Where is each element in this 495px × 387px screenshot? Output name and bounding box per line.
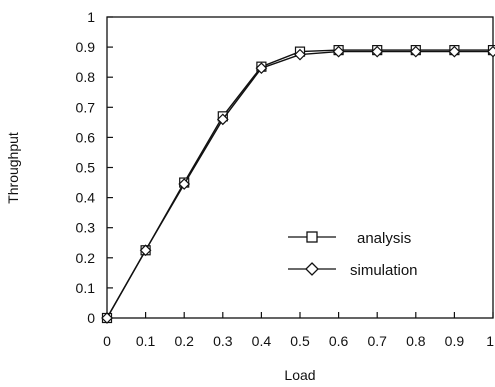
data-point-simulation: [294, 48, 306, 61]
y-tick-label: 1: [87, 9, 95, 25]
legend-label-simulation: simulation: [350, 262, 418, 279]
series-analysis: [101, 45, 495, 324]
x-tick-label: 0.9: [445, 333, 465, 349]
x-axis-label: Load: [284, 367, 315, 383]
data-point-simulation: [409, 45, 422, 58]
data-point-simulation: [448, 45, 461, 58]
data-point-simulation: [216, 113, 229, 126]
y-axis-ticks: 0 0.1 0.2 0.3 0.4 0.5 0.6 0.7 0.8 0.9 1: [76, 9, 113, 326]
legend-item-analysis: analysis: [288, 230, 411, 247]
y-tick-label: 0: [87, 310, 95, 326]
series-layer: [101, 45, 495, 324]
y-tick-label: 0.9: [76, 39, 96, 55]
y-tick-label: 0.6: [76, 129, 96, 145]
data-point-simulation: [332, 45, 345, 58]
x-tick-label: 0.6: [329, 333, 349, 349]
y-tick-label: 0.1: [76, 280, 96, 296]
legend-diamond-marker: [305, 262, 319, 276]
x-tick-label: 0.4: [252, 333, 272, 349]
plot-area-frame: [106, 16, 494, 319]
x-tick-label: 0: [103, 333, 111, 349]
x-tick-label: 0.1: [136, 333, 156, 349]
data-point-simulation: [178, 178, 191, 190]
y-tick-label: 0.8: [76, 69, 96, 85]
y-tick-label: 0.7: [76, 99, 96, 115]
data-point-simulation: [487, 45, 495, 58]
x-tick-label: 1: [486, 333, 494, 349]
y-tick-label: 0.2: [76, 250, 96, 266]
series-line-simulation: [106, 50, 493, 319]
x-tick-label: 0.5: [290, 333, 310, 349]
y-tick-label: 0.3: [76, 220, 96, 236]
x-tick-label: 0.8: [406, 333, 426, 349]
data-point-simulation: [139, 244, 152, 257]
y-axis-label: Throughput: [5, 132, 21, 204]
legend-label-analysis: analysis: [357, 230, 411, 247]
x-tick-label: 0.3: [213, 333, 233, 349]
y-tick-label: 0.4: [76, 190, 96, 206]
data-point-simulation: [371, 45, 384, 58]
x-tick-label: 0.7: [367, 333, 387, 349]
data-point-simulation: [101, 312, 113, 324]
x-axis-ticks: 0 0.1 0.2 0.3 0.4 0.5 0.6 0.7 0.8 0.9 1: [103, 312, 494, 349]
legend-item-simulation: simulation: [288, 262, 418, 279]
data-point-simulation: [255, 62, 268, 75]
series-line-analysis: [106, 49, 493, 319]
series-simulation: [101, 45, 495, 324]
legend: analysis simulation: [288, 230, 418, 279]
x-tick-label: 0.2: [174, 333, 194, 349]
legend-square-marker: [306, 231, 318, 243]
y-tick-label: 0.5: [76, 160, 96, 176]
